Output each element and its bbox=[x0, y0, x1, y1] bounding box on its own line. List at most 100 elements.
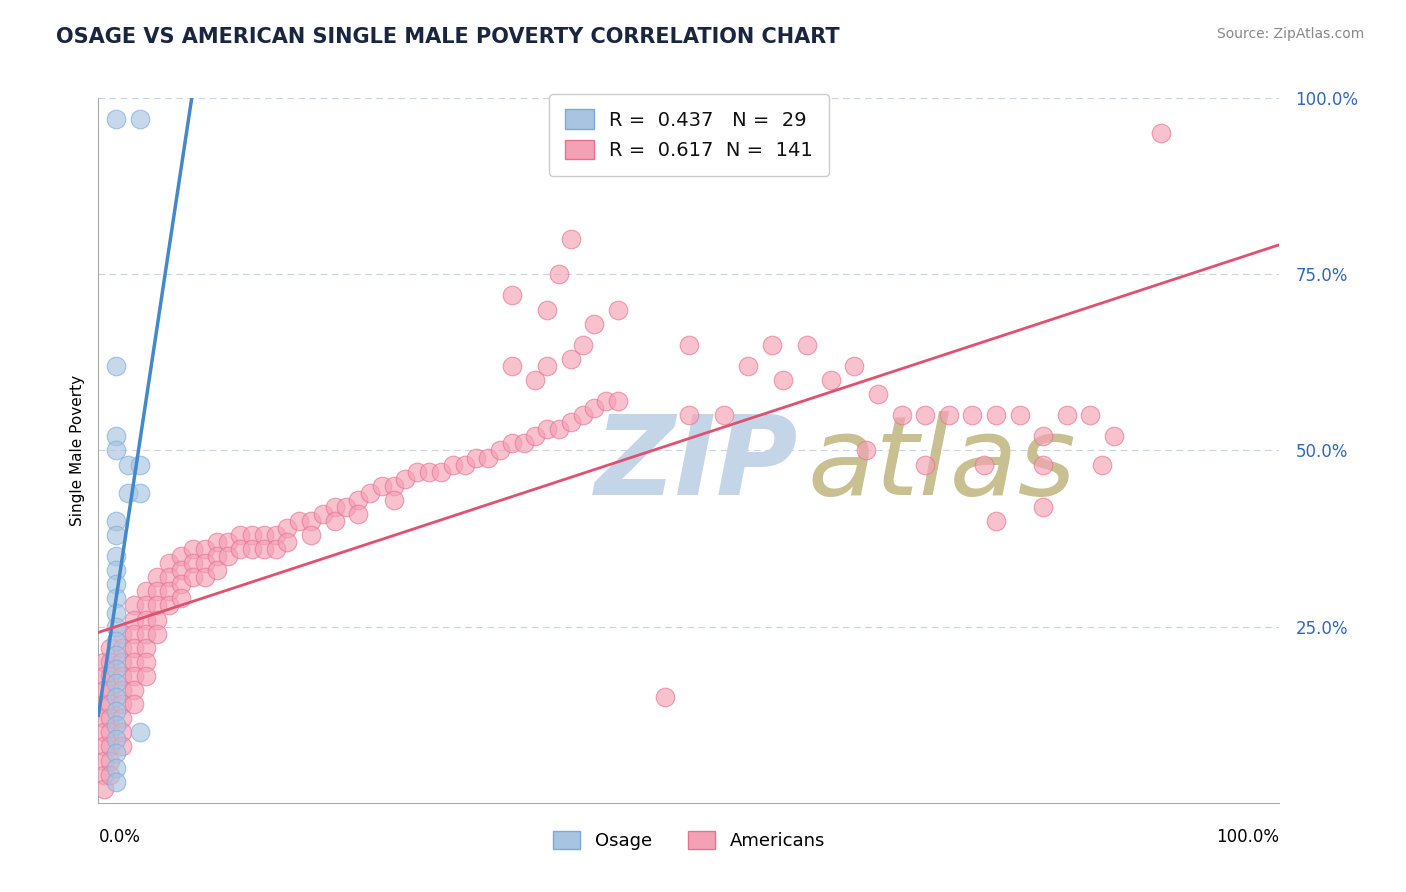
Point bbox=[111, 711, 134, 725]
Point bbox=[359, 485, 381, 500]
Point bbox=[866, 387, 889, 401]
Point bbox=[111, 739, 134, 754]
Point bbox=[229, 542, 252, 557]
Point bbox=[105, 662, 128, 676]
Point bbox=[111, 725, 134, 739]
Point bbox=[453, 458, 475, 472]
Point bbox=[93, 683, 115, 698]
Point bbox=[122, 613, 145, 627]
Point bbox=[1056, 408, 1078, 422]
Point bbox=[122, 626, 145, 640]
Point bbox=[607, 394, 630, 409]
Point bbox=[93, 781, 115, 796]
Point bbox=[890, 408, 912, 422]
Point bbox=[98, 739, 121, 754]
Point bbox=[194, 542, 217, 557]
Point bbox=[253, 542, 276, 557]
Point bbox=[229, 528, 252, 542]
Point bbox=[276, 535, 298, 549]
Point bbox=[477, 450, 499, 465]
Point bbox=[128, 725, 150, 739]
Point bbox=[1150, 127, 1173, 141]
Point bbox=[98, 754, 121, 768]
Point bbox=[135, 669, 157, 683]
Point bbox=[536, 359, 558, 373]
Point bbox=[111, 669, 134, 683]
Text: ZIP: ZIP bbox=[595, 411, 799, 518]
Point bbox=[914, 408, 936, 422]
Point bbox=[571, 408, 593, 422]
Point bbox=[844, 359, 866, 373]
Point bbox=[111, 626, 134, 640]
Point bbox=[323, 514, 346, 528]
Point bbox=[382, 492, 405, 507]
Point bbox=[347, 507, 370, 521]
Point bbox=[524, 373, 547, 387]
Point bbox=[105, 760, 128, 774]
Y-axis label: Single Male Poverty: Single Male Poverty bbox=[69, 375, 84, 526]
Point bbox=[489, 443, 512, 458]
Point bbox=[654, 690, 676, 705]
Point bbox=[548, 422, 571, 436]
Point bbox=[157, 570, 180, 584]
Point bbox=[98, 697, 121, 711]
Point bbox=[93, 697, 115, 711]
Point bbox=[772, 373, 794, 387]
Point bbox=[347, 492, 370, 507]
Point bbox=[146, 599, 169, 613]
Point bbox=[146, 570, 169, 584]
Point bbox=[217, 549, 239, 564]
Point bbox=[205, 563, 228, 577]
Point bbox=[93, 711, 115, 725]
Point bbox=[312, 507, 335, 521]
Point bbox=[135, 640, 157, 655]
Point bbox=[98, 711, 121, 725]
Point bbox=[105, 619, 128, 633]
Point bbox=[536, 302, 558, 317]
Point bbox=[962, 408, 984, 422]
Point bbox=[105, 528, 128, 542]
Point bbox=[418, 465, 440, 479]
Point bbox=[607, 302, 630, 317]
Point bbox=[122, 640, 145, 655]
Point bbox=[93, 669, 115, 683]
Point bbox=[135, 599, 157, 613]
Text: OSAGE VS AMERICAN SINGLE MALE POVERTY CORRELATION CHART: OSAGE VS AMERICAN SINGLE MALE POVERTY CO… bbox=[56, 27, 839, 46]
Point bbox=[264, 542, 287, 557]
Point bbox=[170, 563, 193, 577]
Point bbox=[105, 514, 128, 528]
Point bbox=[105, 112, 128, 127]
Point bbox=[406, 465, 429, 479]
Text: atlas: atlas bbox=[807, 411, 1076, 518]
Point bbox=[938, 408, 960, 422]
Point bbox=[560, 351, 582, 366]
Point bbox=[678, 338, 700, 352]
Point bbox=[128, 112, 150, 127]
Point bbox=[501, 359, 523, 373]
Point bbox=[93, 767, 115, 781]
Point bbox=[170, 591, 193, 606]
Point bbox=[501, 288, 523, 302]
Point bbox=[105, 718, 128, 732]
Point bbox=[105, 606, 128, 620]
Point bbox=[205, 549, 228, 564]
Point bbox=[335, 500, 357, 514]
Point bbox=[713, 408, 735, 422]
Point bbox=[678, 408, 700, 422]
Point bbox=[170, 577, 193, 591]
Point bbox=[560, 232, 582, 246]
Point bbox=[299, 528, 322, 542]
Point bbox=[583, 401, 606, 416]
Point bbox=[205, 535, 228, 549]
Point bbox=[240, 542, 263, 557]
Point bbox=[117, 458, 139, 472]
Point bbox=[240, 528, 263, 542]
Point bbox=[105, 732, 128, 747]
Point bbox=[105, 690, 128, 705]
Point bbox=[1091, 458, 1114, 472]
Point bbox=[181, 556, 204, 570]
Point bbox=[181, 542, 204, 557]
Point bbox=[105, 676, 128, 690]
Point bbox=[93, 739, 115, 754]
Point bbox=[117, 485, 139, 500]
